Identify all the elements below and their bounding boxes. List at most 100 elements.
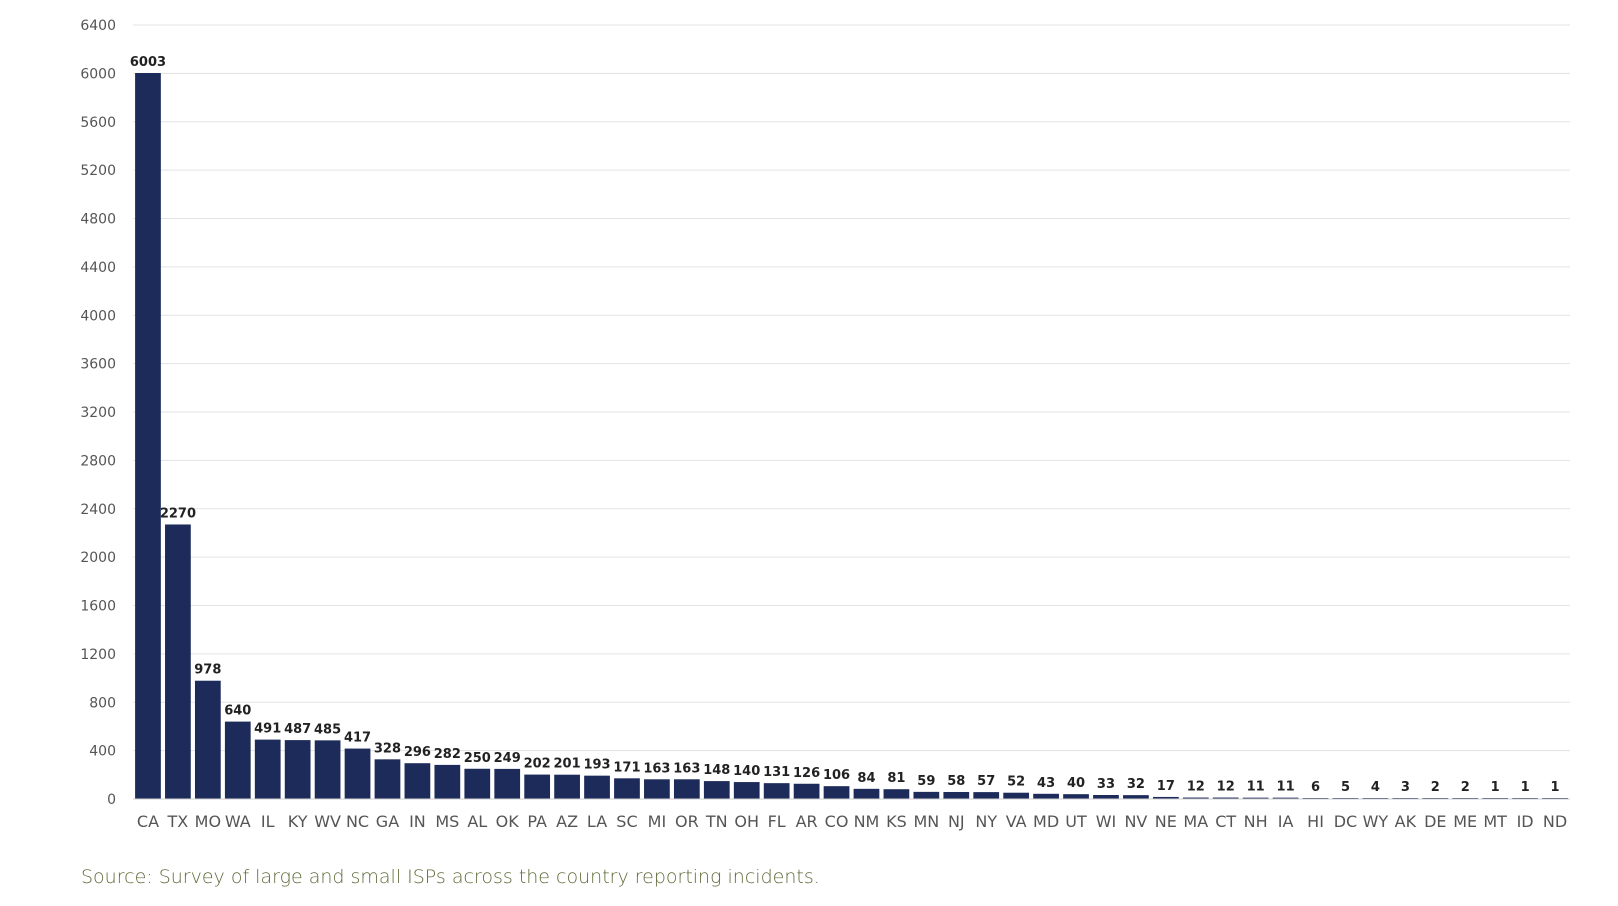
y-tick-label: 400 (89, 744, 116, 760)
bar-nv (1123, 795, 1149, 799)
data-label-in: 296 (404, 745, 431, 760)
bar-ut (1063, 794, 1089, 799)
y-tick-label: 6400 (80, 18, 116, 34)
data-label-oh: 140 (733, 764, 760, 779)
bar-nc (344, 748, 371, 799)
data-label-mn: 59 (917, 774, 935, 789)
x-tick-label-nv: NV (1124, 812, 1147, 831)
data-label-ms: 282 (434, 747, 461, 762)
bar-il (254, 739, 281, 799)
x-tick-label-sc: SC (616, 812, 637, 831)
y-tick-label: 6000 (80, 66, 116, 82)
bar-al (464, 768, 491, 799)
data-label-me: 2 (1461, 780, 1470, 795)
data-label-hi: 6 (1311, 780, 1320, 795)
data-label-az: 201 (554, 757, 581, 772)
bar-in (404, 763, 431, 799)
bar-ct (1212, 797, 1239, 799)
x-tick-label-ne: NE (1155, 812, 1177, 831)
bar-ia (1272, 797, 1299, 799)
data-label-ok: 249 (494, 751, 521, 766)
bar-oh (733, 782, 760, 799)
x-axis-tick-labels: CA TX MO WA IL KY WV NC GA IN MS AL OK PA AZ LA SC MI OR TN… (137, 812, 1567, 831)
bar-nh (1242, 797, 1269, 799)
x-tick-label-ny: NY (975, 812, 997, 831)
x-tick-label-de: DE (1424, 812, 1446, 831)
data-label-wv: 485 (314, 722, 341, 737)
data-label-ky: 487 (284, 722, 311, 737)
x-tick-label-md: MD (1033, 812, 1059, 831)
x-tick-label-in: IN (409, 812, 426, 831)
x-tick-label-hi: HI (1307, 812, 1324, 831)
bar-wv (314, 740, 341, 799)
x-tick-label-ks: KS (886, 812, 907, 831)
bar-tn (703, 781, 730, 799)
bar-mi (644, 779, 670, 799)
x-tick-label-va: VA (1006, 812, 1027, 831)
y-tick-label: 5600 (80, 115, 116, 131)
x-tick-label-mn: MN (913, 812, 939, 831)
bar-or (673, 779, 700, 799)
y-tick-label: 4000 (80, 308, 116, 324)
bar-ma (1182, 797, 1209, 799)
data-label-ar: 126 (793, 766, 820, 781)
gridlines (133, 24, 1570, 752)
y-tick-label: 3600 (80, 357, 116, 373)
data-label-il: 491 (254, 722, 281, 737)
y-axis-tick-labels: 0 400 800 1200 1600 2000 2400 2800 3200 3600 4000 4… (80, 18, 116, 808)
bar-ny (973, 792, 1000, 799)
x-tick-label-al: AL (467, 812, 487, 831)
y-tick-label: 800 (89, 695, 116, 711)
data-label-al: 250 (464, 751, 491, 766)
data-label-tn: 148 (703, 763, 730, 778)
x-tick-label-nd: ND (1543, 812, 1567, 831)
data-label-sc: 171 (613, 760, 640, 775)
bar-az (554, 774, 580, 799)
x-tick-label-nc: NC (346, 812, 369, 831)
y-tick-label: 2400 (80, 502, 116, 518)
data-label-wy: 4 (1371, 780, 1380, 795)
x-tick-label-dc: DC (1334, 812, 1358, 831)
x-tick-label-tn: TN (705, 812, 728, 831)
x-tick-label-tx: TX (167, 812, 189, 831)
x-tick-label-id: ID (1517, 812, 1534, 831)
bar-ga (374, 759, 401, 799)
y-tick-label: 1600 (80, 599, 116, 615)
y-tick-label: 0 (107, 792, 116, 808)
data-label-ca: 6003 (130, 55, 166, 70)
bar-ky (284, 740, 311, 799)
data-label-wi: 33 (1097, 777, 1115, 792)
y-tick-label: 3200 (80, 405, 116, 421)
x-tick-label-az: AZ (556, 812, 578, 831)
x-tick-label-wi: WI (1096, 812, 1117, 831)
x-tick-label-oh: OH (734, 812, 759, 831)
x-tick-label-mo: MO (195, 812, 221, 831)
data-label-pa: 202 (524, 757, 551, 772)
y-tick-label: 5200 (80, 163, 116, 179)
data-label-wa: 640 (224, 704, 251, 719)
bar-ne (1152, 796, 1179, 799)
bar-md (1033, 793, 1059, 799)
bar-ms (434, 764, 461, 799)
bars (135, 73, 1568, 799)
data-label-md: 43 (1037, 776, 1055, 791)
x-tick-label-mt: MT (1483, 812, 1507, 831)
bar-wi (1093, 795, 1119, 799)
x-tick-label-ok: OK (496, 812, 520, 831)
data-label-ma: 12 (1187, 780, 1205, 795)
data-label-or: 163 (673, 761, 700, 776)
data-label-la: 193 (583, 758, 610, 773)
x-tick-label-ct: CT (1215, 812, 1236, 831)
x-tick-label-nm: NM (854, 812, 880, 831)
data-label-dc: 5 (1341, 780, 1350, 795)
x-tick-label-or: OR (675, 812, 699, 831)
data-label-mt: 1 (1491, 780, 1500, 795)
bar-pa (524, 774, 551, 799)
data-label-ks: 81 (887, 771, 905, 786)
bar-nm (853, 788, 880, 799)
data-label-va: 52 (1007, 775, 1025, 790)
y-tick-label: 4800 (80, 212, 116, 228)
data-label-ia: 11 (1277, 780, 1295, 795)
